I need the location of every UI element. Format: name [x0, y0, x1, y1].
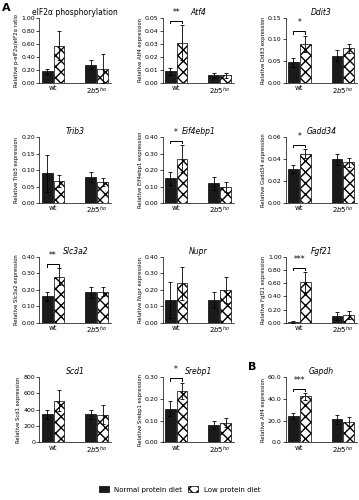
Title: Trib3: Trib3	[66, 128, 85, 136]
Bar	[344, 315, 354, 323]
Y-axis label: Relative p-eIF2α/eIF2α ratio: Relative p-eIF2α/eIF2α ratio	[14, 14, 19, 87]
Bar	[42, 174, 52, 203]
Bar	[85, 178, 96, 203]
Bar	[300, 396, 311, 442]
Title: Ddit3: Ddit3	[311, 8, 332, 16]
Bar	[344, 422, 354, 442]
Bar	[177, 391, 187, 442]
Bar	[97, 292, 108, 323]
Bar	[220, 76, 231, 84]
Bar	[220, 186, 231, 203]
Bar	[85, 292, 96, 323]
Title: Atf4: Atf4	[191, 8, 206, 16]
Bar	[209, 425, 219, 442]
Bar	[53, 180, 64, 203]
Text: ***: ***	[293, 376, 305, 384]
Bar	[332, 159, 342, 203]
Bar	[209, 76, 219, 84]
Bar	[300, 154, 311, 203]
Bar	[42, 414, 52, 442]
Bar	[165, 408, 176, 442]
Text: **: **	[49, 251, 57, 260]
Bar	[42, 296, 52, 323]
Bar	[220, 423, 231, 442]
Title: Gapdh: Gapdh	[309, 367, 334, 376]
Bar	[288, 416, 299, 442]
Bar	[332, 420, 342, 442]
Bar	[53, 46, 64, 84]
Text: *: *	[174, 128, 178, 137]
Bar	[220, 290, 231, 323]
Y-axis label: Relative Atf4 expression: Relative Atf4 expression	[261, 378, 266, 442]
Bar	[53, 400, 64, 442]
Text: *: *	[297, 132, 301, 140]
Bar	[288, 62, 299, 84]
Bar	[177, 42, 187, 84]
Bar	[97, 414, 108, 442]
Title: Nupr: Nupr	[189, 247, 208, 256]
Bar	[53, 276, 64, 323]
Bar	[300, 44, 311, 84]
Bar	[85, 65, 96, 84]
Title: Eif4ebp1: Eif4ebp1	[181, 128, 215, 136]
Bar	[165, 72, 176, 84]
Title: Fgf21: Fgf21	[311, 247, 332, 256]
Title: Srebp1: Srebp1	[185, 367, 212, 376]
Y-axis label: Relative Ddit3 expression: Relative Ddit3 expression	[261, 16, 266, 84]
Y-axis label: Relative Trib3 expression: Relative Trib3 expression	[14, 137, 19, 203]
Y-axis label: Relative Scd1 expression: Relative Scd1 expression	[17, 376, 22, 442]
Bar	[177, 158, 187, 203]
Title: Scd1: Scd1	[66, 367, 85, 376]
Bar	[209, 184, 219, 203]
Bar	[97, 69, 108, 84]
Title: eIF2α phosphorylation: eIF2α phosphorylation	[32, 8, 118, 16]
Bar	[85, 414, 96, 442]
Y-axis label: Relative Fgf21 expression: Relative Fgf21 expression	[261, 256, 266, 324]
Bar	[165, 178, 176, 203]
Y-axis label: Relative Slc3a2 expression: Relative Slc3a2 expression	[14, 254, 19, 325]
Text: B: B	[248, 362, 257, 372]
Text: A: A	[2, 3, 11, 13]
Bar	[332, 316, 342, 323]
Text: *: *	[174, 365, 178, 374]
Title: Slc3a2: Slc3a2	[62, 247, 88, 256]
Title: Gadd34: Gadd34	[307, 128, 336, 136]
Bar	[332, 56, 342, 84]
Text: ***: ***	[293, 254, 305, 264]
Bar	[300, 282, 311, 323]
Y-axis label: Relative Srebp1 expression: Relative Srebp1 expression	[137, 374, 143, 446]
Bar	[42, 72, 52, 84]
Bar	[344, 48, 354, 84]
Bar	[165, 300, 176, 323]
Legend: Normal protein diet, Low protein diet: Normal protein diet, Low protein diet	[97, 485, 262, 494]
Y-axis label: Relative Eif4ebp1 expression: Relative Eif4ebp1 expression	[137, 132, 143, 208]
Y-axis label: Relative Gadd34 expression: Relative Gadd34 expression	[261, 134, 266, 207]
Bar	[288, 322, 299, 323]
Y-axis label: Relative Nupr expression: Relative Nupr expression	[137, 257, 143, 323]
Bar	[288, 169, 299, 203]
Y-axis label: Relative Atf4 expression: Relative Atf4 expression	[137, 18, 143, 82]
Bar	[344, 162, 354, 203]
Bar	[177, 284, 187, 323]
Bar	[97, 182, 108, 203]
Bar	[209, 300, 219, 323]
Text: *: *	[297, 18, 301, 28]
Text: **: **	[172, 8, 180, 17]
